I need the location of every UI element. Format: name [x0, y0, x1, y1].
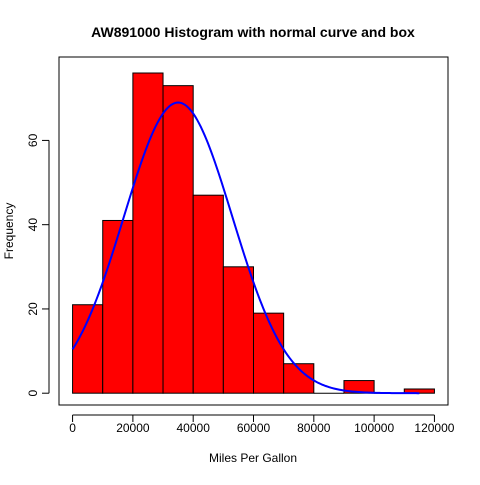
histogram-bar: [132, 72, 164, 394]
x-tick-label: 20000: [116, 421, 150, 435]
normal-curve-line: [71, 101, 420, 395]
x-tick-label: 60000: [237, 421, 271, 435]
histogram-bar: [222, 266, 254, 394]
chart-title: AW891000 Histogram with normal curve and…: [91, 24, 415, 40]
histogram-bar: [162, 85, 194, 394]
y-tick-label: 0: [26, 390, 40, 397]
histogram-bar: [102, 219, 134, 394]
y-tick-label: 20: [26, 302, 40, 316]
histogram-bar: [192, 194, 224, 394]
x-tick-label: 0: [69, 421, 76, 435]
axes-layer: 0 20000 40000 60000 80000 100000 120000 0 20 40 60: [26, 133, 455, 435]
y-tick-label: 60: [26, 133, 40, 147]
histogram-bar: [253, 312, 285, 394]
x-axis-label: Miles Per Gallon: [209, 451, 297, 465]
histogram-bar: [403, 388, 435, 394]
x-tick-label: 120000: [414, 421, 454, 435]
histogram-bar: [343, 380, 375, 394]
histogram-bar: [72, 304, 104, 394]
bars-layer: [72, 72, 435, 394]
y-axis-label: Frequency: [2, 203, 16, 260]
plot-box: [58, 56, 449, 406]
x-tick-label: 80000: [297, 421, 331, 435]
normal-curve-layer: [71, 101, 420, 395]
x-tick-label: 100000: [354, 421, 394, 435]
y-tick-label: 40: [26, 218, 40, 232]
x-tick-label: 40000: [177, 421, 211, 435]
